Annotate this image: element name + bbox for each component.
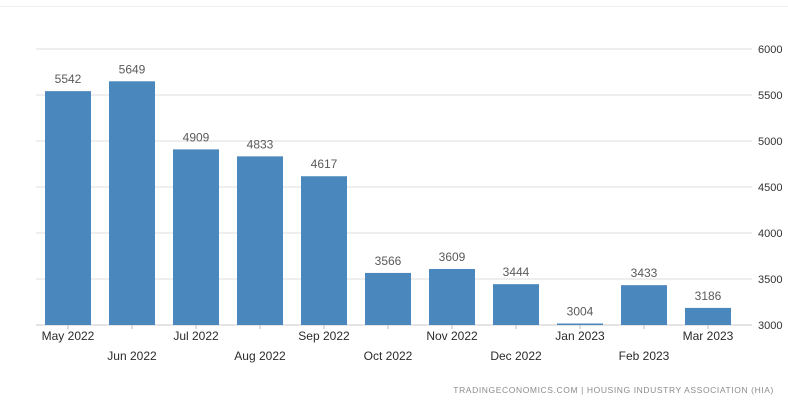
y-tick-label: 6000 <box>758 44 782 56</box>
data-label: 3186 <box>695 289 722 303</box>
data-label: 5542 <box>55 72 82 86</box>
y-axis: 3000 3500 4000 4500 5000 5500 6000 <box>758 44 782 332</box>
x-tick-label: Jun 2022 <box>107 349 157 363</box>
data-label: 3444 <box>503 265 530 279</box>
bars <box>45 81 731 325</box>
data-label: 3609 <box>439 250 466 264</box>
y-tick-label: 5500 <box>758 90 782 102</box>
bar <box>429 269 475 325</box>
data-label: 5649 <box>119 62 146 76</box>
x-tick-label: May 2022 <box>42 329 95 343</box>
bar <box>109 81 155 325</box>
bar <box>493 284 539 325</box>
data-label: 4833 <box>247 137 274 151</box>
data-label: 3004 <box>567 305 594 319</box>
x-tick-label: Aug 2022 <box>234 349 286 363</box>
data-label: 4909 <box>183 130 210 144</box>
x-tick-label: Nov 2022 <box>426 329 478 343</box>
x-tick-label: Jul 2022 <box>173 329 219 343</box>
bar <box>237 156 283 325</box>
x-tick-label: Oct 2022 <box>364 349 413 363</box>
source-attribution: TRADINGECONOMICS.COM | HOUSING INDUSTRY … <box>453 385 774 395</box>
bar <box>173 149 219 325</box>
y-tick-label: 4500 <box>758 182 782 194</box>
x-axis: May 2022 Jun 2022 Jul 2022 Aug 2022 Sep 2022… <box>42 325 734 363</box>
y-tick-label: 3000 <box>758 320 782 332</box>
bar <box>621 285 667 325</box>
x-tick-label: Mar 2023 <box>683 329 734 343</box>
bar <box>365 273 411 325</box>
data-label: 3566 <box>375 254 402 268</box>
bar <box>685 308 731 325</box>
y-tick-label: 5000 <box>758 136 782 148</box>
x-tick-label: Dec 2022 <box>490 349 542 363</box>
bar <box>45 91 91 325</box>
bar <box>301 176 347 325</box>
bar <box>557 324 603 326</box>
y-tick-label: 3500 <box>758 274 782 286</box>
x-tick-label: Sep 2022 <box>298 329 350 343</box>
x-tick-label: Jan 2023 <box>555 329 605 343</box>
data-label: 3433 <box>631 266 658 280</box>
x-tick-label: Feb 2023 <box>619 349 670 363</box>
y-tick-label: 4000 <box>758 228 782 240</box>
data-label: 4617 <box>311 157 338 171</box>
